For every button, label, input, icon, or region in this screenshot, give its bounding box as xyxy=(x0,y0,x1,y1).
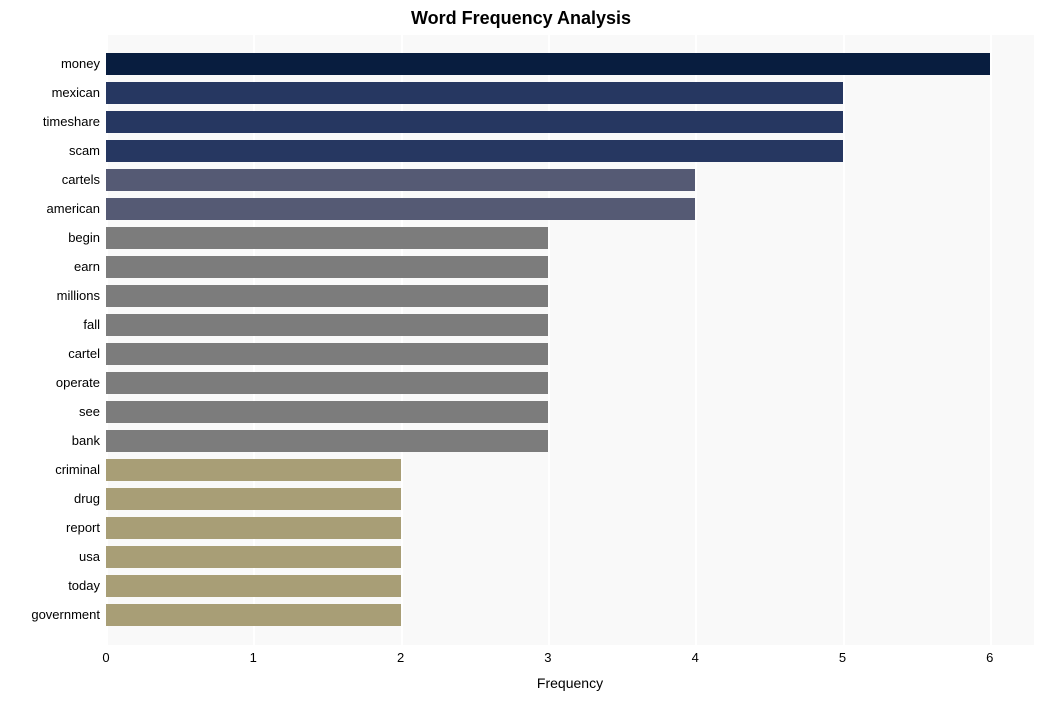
y-tick-label: see xyxy=(5,401,100,423)
x-tick-label: 0 xyxy=(102,650,109,665)
plot-area xyxy=(106,35,1034,645)
y-tick-label: criminal xyxy=(5,459,100,481)
bar xyxy=(106,256,548,278)
bar xyxy=(106,198,695,220)
x-tick-label: 6 xyxy=(986,650,993,665)
x-axis-label: Frequency xyxy=(0,675,1042,691)
bar xyxy=(106,314,548,336)
y-tick-label: report xyxy=(5,517,100,539)
grid-line xyxy=(990,35,992,645)
bar xyxy=(106,546,401,568)
bar xyxy=(106,459,401,481)
y-tick-label: money xyxy=(5,53,100,75)
x-tick-label: 1 xyxy=(250,650,257,665)
bar xyxy=(106,372,548,394)
bar xyxy=(106,517,401,539)
bar xyxy=(106,488,401,510)
bar xyxy=(106,430,548,452)
y-tick-label: millions xyxy=(5,285,100,307)
y-tick-label: scam xyxy=(5,140,100,162)
y-tick-label: american xyxy=(5,198,100,220)
y-tick-label: drug xyxy=(5,488,100,510)
bar xyxy=(106,111,843,133)
y-tick-label: mexican xyxy=(5,82,100,104)
bar xyxy=(106,53,990,75)
grid-line xyxy=(843,35,845,645)
y-tick-label: begin xyxy=(5,227,100,249)
chart-container: Word Frequency Analysis Frequency 0 1 2 3 4 5… xyxy=(0,0,1042,701)
y-tick-label: cartel xyxy=(5,343,100,365)
y-tick-label: today xyxy=(5,575,100,597)
bar xyxy=(106,169,695,191)
bar xyxy=(106,140,843,162)
x-tick-label: 5 xyxy=(839,650,846,665)
bar xyxy=(106,604,401,626)
y-tick-label: cartels xyxy=(5,169,100,191)
bar xyxy=(106,285,548,307)
x-tick-label: 3 xyxy=(544,650,551,665)
y-tick-label: operate xyxy=(5,372,100,394)
y-tick-label: government xyxy=(5,604,100,626)
y-tick-label: fall xyxy=(5,314,100,336)
bar xyxy=(106,82,843,104)
x-tick-label: 2 xyxy=(397,650,404,665)
y-tick-label: usa xyxy=(5,546,100,568)
x-tick-label: 4 xyxy=(692,650,699,665)
bar xyxy=(106,227,548,249)
chart-title: Word Frequency Analysis xyxy=(0,8,1042,29)
bar xyxy=(106,401,548,423)
bar xyxy=(106,575,401,597)
bar xyxy=(106,343,548,365)
y-tick-label: earn xyxy=(5,256,100,278)
y-tick-label: timeshare xyxy=(5,111,100,133)
y-tick-label: bank xyxy=(5,430,100,452)
